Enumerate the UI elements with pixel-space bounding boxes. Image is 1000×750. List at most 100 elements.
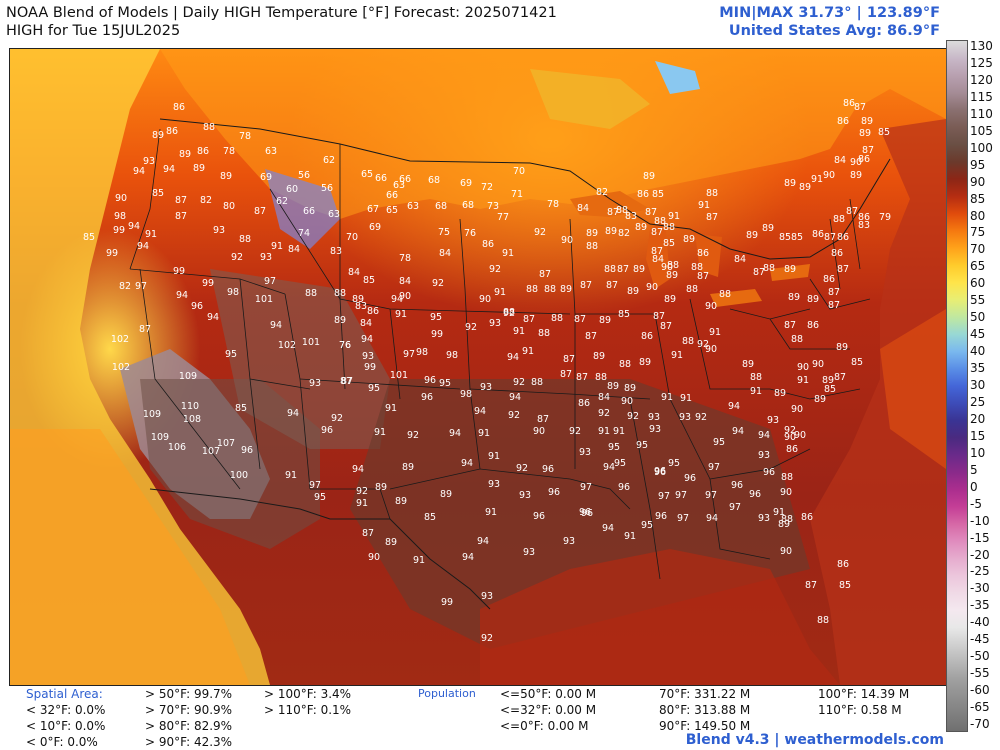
station-temp-label: 87 xyxy=(616,264,630,275)
station-temp-label: 94 xyxy=(286,408,300,419)
station-temp-label: 85 xyxy=(778,232,792,243)
station-temp-label: 99 xyxy=(440,597,454,608)
station-temp-label: 89 xyxy=(394,496,408,507)
population-col6: 100°F: 14.39 M 110°F: 0.58 M xyxy=(818,686,909,718)
station-temp-label: 91 xyxy=(373,427,387,438)
legend-tick-label: 115 xyxy=(970,89,993,104)
population-title: Population xyxy=(418,687,476,700)
station-temp-label: 73 xyxy=(486,201,500,212)
station-temp-label: 92 xyxy=(568,426,582,437)
legend-tick-label: 75 xyxy=(970,225,986,240)
station-temp-label: 87 xyxy=(573,314,587,325)
station-temp-label: 89 xyxy=(682,234,696,245)
station-temp-label: 86 xyxy=(366,306,380,317)
station-temp-label: 87 xyxy=(650,246,664,257)
station-temp-label: 88 xyxy=(615,205,629,216)
legend-tick-label: 5 xyxy=(970,462,978,477)
station-temp-label: 63 xyxy=(264,146,278,157)
station-temp-label: 94 xyxy=(351,464,365,475)
station-temp-label: 94 xyxy=(175,290,189,301)
station-temp-label: 82 xyxy=(595,187,609,198)
station-temp-label: 109 xyxy=(142,409,162,420)
station-temp-label: 87 xyxy=(339,376,353,387)
station-temp-label: 66 xyxy=(385,190,399,201)
station-temp-label: 86 xyxy=(481,239,495,250)
station-temp-label: 91 xyxy=(679,393,693,404)
stat-item: < 0°F: 0.0% xyxy=(26,735,98,749)
station-temp-label: 97 xyxy=(579,482,593,493)
station-temp-label: 87 xyxy=(538,269,552,280)
station-temp-label: 87 xyxy=(827,300,841,311)
station-temp-label: 89 xyxy=(860,116,874,127)
station-temp-label: 93 xyxy=(308,378,322,389)
station-temp-label: 77 xyxy=(496,212,510,223)
station-temp-label: 86 xyxy=(842,98,856,109)
station-temp-label: 109 xyxy=(150,432,170,443)
station-temp-label: 99 xyxy=(105,248,119,259)
station-temp-label: 96 xyxy=(532,511,546,522)
station-temp-label: 74 xyxy=(297,228,311,239)
station-temp-label: 85 xyxy=(823,384,837,395)
legend-tick-label: 105 xyxy=(970,123,993,138)
legend-tick-label: 120 xyxy=(970,72,993,87)
station-temp-label: 98 xyxy=(445,350,459,361)
station-temp-label: 97 xyxy=(704,490,718,501)
station-temp-label: 66 xyxy=(374,173,388,184)
station-temp-label: 87 xyxy=(833,372,847,383)
station-temp-label: 82 xyxy=(617,228,631,239)
station-temp-label: 91 xyxy=(412,555,426,566)
station-temp-label: 78 xyxy=(238,131,252,142)
station-temp-label: 88 xyxy=(780,472,794,483)
station-temp-label: 92 xyxy=(507,410,521,421)
station-temp-label: 85 xyxy=(850,357,864,368)
station-temp-label: 102 xyxy=(110,334,130,345)
station-temp-label: 94 xyxy=(390,294,404,305)
station-temp-label: 84 xyxy=(597,392,611,403)
station-temp-label: 90 xyxy=(645,282,659,293)
station-temp-label: 93 xyxy=(766,415,780,426)
station-temp-label: 88 xyxy=(762,263,776,274)
station-temp-label: 89 xyxy=(761,223,775,234)
station-temp-label: 91 xyxy=(484,507,498,518)
station-temp-label: 89 xyxy=(606,381,620,392)
station-temp-label: 88 xyxy=(718,289,732,300)
stat-item: < 10°F: 0.0% xyxy=(26,719,106,733)
station-temp-label: 91 xyxy=(670,350,684,361)
station-temp-label: 89 xyxy=(806,294,820,305)
legend-tick-label: -5 xyxy=(970,496,982,511)
station-temp-label: 91 xyxy=(749,386,763,397)
station-temp-label: 88 xyxy=(603,264,617,275)
station-temp-label: 90 xyxy=(779,487,793,498)
station-temp-label: 94 xyxy=(506,352,520,363)
station-temp-label: 89 xyxy=(813,394,827,405)
stat-item: 100°F: 14.39 M xyxy=(818,687,910,701)
legend-tick-label: 50 xyxy=(970,310,986,325)
station-temp-label: 90 xyxy=(398,291,412,302)
station-temp-label: 89 xyxy=(634,222,648,233)
station-temp-label: 96 xyxy=(653,466,667,477)
station-temp-label: 91 xyxy=(612,426,626,437)
station-temp-label: 91 xyxy=(623,531,637,542)
station-temp-label: 94 xyxy=(705,513,719,524)
station-temp-label: 90 xyxy=(478,294,492,305)
station-temp-label: 90 xyxy=(620,396,634,407)
station-temp-label: 91 xyxy=(512,326,526,337)
station-temp-label: 84 xyxy=(347,267,361,278)
station-temp-label: 68 xyxy=(461,200,475,211)
station-temp-label: 56 xyxy=(320,183,334,194)
station-temp-label: 93 xyxy=(757,513,771,524)
station-temp-label: 107 xyxy=(216,438,236,449)
station-temp-label: 101 xyxy=(301,337,321,348)
station-temp-label: 89 xyxy=(787,292,801,303)
station-temp-label: 93 xyxy=(578,447,592,458)
station-temp-label: 87 xyxy=(652,311,666,322)
station-temp-label: 93 xyxy=(480,591,494,602)
station-temp-label: 66 xyxy=(302,206,316,217)
station-temp-label: 92 xyxy=(512,377,526,388)
station-temp-label: 97 xyxy=(676,513,690,524)
station-temp-label: 84 xyxy=(287,244,301,255)
stat-item: 70°F: 331.22 M xyxy=(659,687,751,701)
station-temp-label: 96 xyxy=(683,473,697,484)
station-temp-label: 88 xyxy=(333,288,347,299)
station-temp-label: 95 xyxy=(613,458,627,469)
